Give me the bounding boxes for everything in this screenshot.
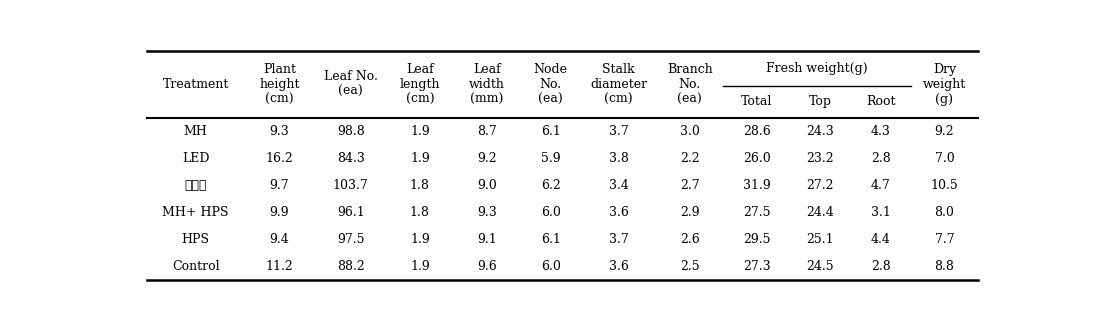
- Text: 27.2: 27.2: [807, 179, 834, 192]
- Text: Plant
height
(cm): Plant height (cm): [259, 63, 300, 106]
- Text: 1.9: 1.9: [410, 152, 429, 165]
- Text: 27.5: 27.5: [743, 206, 771, 219]
- Text: 2.5: 2.5: [680, 260, 699, 273]
- Text: Stalk
diameter
(cm): Stalk diameter (cm): [590, 63, 647, 106]
- Text: 9.6: 9.6: [477, 260, 496, 273]
- Text: 6.1: 6.1: [540, 125, 560, 138]
- Text: 4.3: 4.3: [871, 125, 890, 138]
- Text: 3.6: 3.6: [608, 260, 628, 273]
- Text: 3.6: 3.6: [608, 206, 628, 219]
- Text: Dry
weight
(g): Dry weight (g): [922, 63, 966, 106]
- Text: 25.1: 25.1: [807, 233, 834, 246]
- Text: 신광원: 신광원: [184, 179, 206, 192]
- Text: 1.8: 1.8: [410, 179, 429, 192]
- Text: 8.0: 8.0: [934, 206, 954, 219]
- Text: Fresh weight(g): Fresh weight(g): [766, 62, 867, 75]
- Text: 6.0: 6.0: [540, 206, 560, 219]
- Text: 3.0: 3.0: [680, 125, 699, 138]
- Text: 9.3: 9.3: [270, 125, 290, 138]
- Text: 1.9: 1.9: [410, 260, 429, 273]
- Text: 96.1: 96.1: [337, 206, 365, 219]
- Text: 2.7: 2.7: [680, 179, 699, 192]
- Text: 29.5: 29.5: [743, 233, 771, 246]
- Text: 84.3: 84.3: [337, 152, 365, 165]
- Text: 3.8: 3.8: [608, 152, 628, 165]
- Text: 3.7: 3.7: [608, 233, 628, 246]
- Text: 16.2: 16.2: [266, 152, 293, 165]
- Text: 3.4: 3.4: [608, 179, 628, 192]
- Text: 27.3: 27.3: [743, 260, 771, 273]
- Text: 24.4: 24.4: [807, 206, 834, 219]
- Text: 5.9: 5.9: [540, 152, 560, 165]
- Text: 9.9: 9.9: [270, 206, 289, 219]
- Text: LED: LED: [182, 152, 210, 165]
- Text: Top: Top: [809, 95, 832, 109]
- Text: 88.2: 88.2: [337, 260, 365, 273]
- Text: Leaf
length
(cm): Leaf length (cm): [400, 63, 440, 106]
- Text: 103.7: 103.7: [333, 179, 369, 192]
- Text: 6.1: 6.1: [540, 233, 560, 246]
- Text: Control: Control: [172, 260, 220, 273]
- Text: 8.8: 8.8: [934, 260, 954, 273]
- Text: 3.1: 3.1: [871, 206, 890, 219]
- Text: 1.8: 1.8: [410, 206, 429, 219]
- Text: 24.3: 24.3: [807, 125, 834, 138]
- Text: 9.2: 9.2: [477, 152, 496, 165]
- Text: 9.3: 9.3: [477, 206, 496, 219]
- Text: Treatment: Treatment: [163, 78, 228, 91]
- Text: 9.7: 9.7: [270, 179, 289, 192]
- Text: Node
No.
(ea): Node No. (ea): [534, 63, 568, 106]
- Text: 1.9: 1.9: [410, 233, 429, 246]
- Text: 6.2: 6.2: [540, 179, 560, 192]
- Text: 4.4: 4.4: [871, 233, 890, 246]
- Text: Leaf
width
(mm): Leaf width (mm): [469, 63, 505, 106]
- Text: 97.5: 97.5: [337, 233, 365, 246]
- Text: 7.7: 7.7: [934, 233, 954, 246]
- Text: 8.7: 8.7: [477, 125, 496, 138]
- Text: HPS: HPS: [181, 233, 210, 246]
- Text: Total: Total: [741, 95, 772, 109]
- Text: Leaf No.
(ea): Leaf No. (ea): [324, 70, 378, 98]
- Text: 1.9: 1.9: [410, 125, 429, 138]
- Text: 98.8: 98.8: [337, 125, 365, 138]
- Text: 9.0: 9.0: [477, 179, 496, 192]
- Text: 9.1: 9.1: [477, 233, 496, 246]
- Text: 2.8: 2.8: [871, 260, 890, 273]
- Text: 10.5: 10.5: [931, 179, 959, 192]
- Text: 3.7: 3.7: [608, 125, 628, 138]
- Text: Branch
No.
(ea): Branch No. (ea): [666, 63, 713, 106]
- Text: 9.4: 9.4: [270, 233, 290, 246]
- Text: MH+ HPS: MH+ HPS: [163, 206, 228, 219]
- Text: 4.7: 4.7: [871, 179, 890, 192]
- Text: 26.0: 26.0: [743, 152, 771, 165]
- Text: 9.2: 9.2: [934, 125, 954, 138]
- Text: 23.2: 23.2: [807, 152, 834, 165]
- Text: 2.6: 2.6: [680, 233, 699, 246]
- Text: 31.9: 31.9: [743, 179, 771, 192]
- Text: 24.5: 24.5: [807, 260, 834, 273]
- Text: 2.8: 2.8: [871, 152, 890, 165]
- Text: 11.2: 11.2: [266, 260, 293, 273]
- Text: 6.0: 6.0: [540, 260, 560, 273]
- Text: 7.0: 7.0: [934, 152, 954, 165]
- Text: Root: Root: [866, 95, 896, 109]
- Text: 2.9: 2.9: [680, 206, 699, 219]
- Text: 2.2: 2.2: [680, 152, 699, 165]
- Text: 28.6: 28.6: [743, 125, 771, 138]
- Text: MH: MH: [183, 125, 208, 138]
